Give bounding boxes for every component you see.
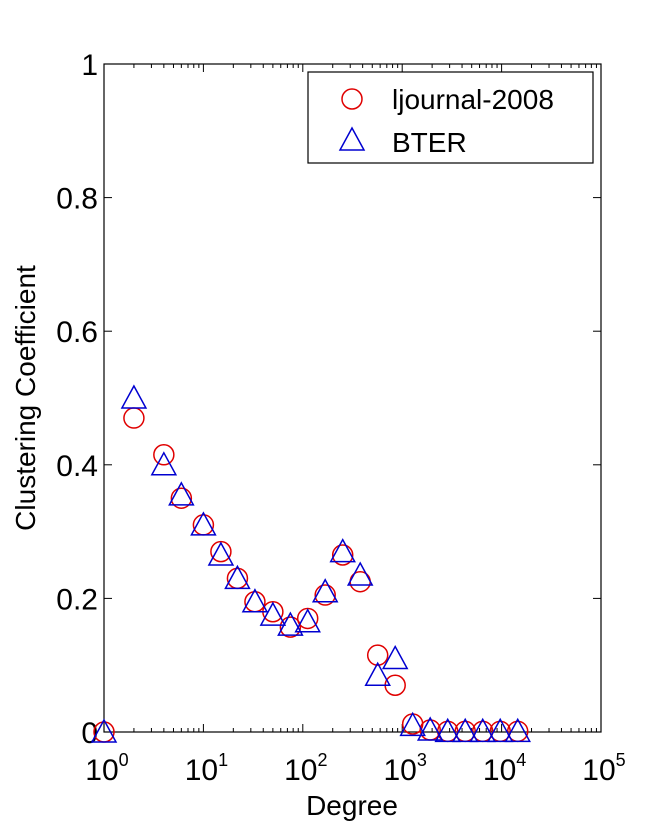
data-point-2 — [381, 644, 409, 670]
data-point-2 — [120, 384, 148, 409]
y-tick-label: 0 — [81, 717, 98, 750]
data-point-1 — [153, 444, 175, 466]
data-point-1 — [331, 544, 354, 566]
data-point-2 — [434, 717, 461, 743]
plot-area — [103, 63, 602, 733]
data-point-2 — [346, 561, 374, 586]
y-tick-label: 1 — [81, 49, 98, 82]
data-point-2 — [364, 661, 391, 686]
data-point-2 — [416, 716, 444, 741]
data-point-1 — [170, 487, 193, 509]
data-point-2 — [190, 511, 217, 536]
data-point-2 — [451, 717, 479, 743]
legend-marker-circle-icon — [341, 88, 363, 110]
x-tick-label: 101 — [185, 750, 228, 787]
data-point-2 — [311, 578, 339, 603]
data-point-1 — [279, 616, 302, 638]
data-point-2 — [241, 588, 269, 613]
data-point-2 — [399, 711, 426, 737]
data-point-2 — [294, 608, 321, 633]
data-point-2 — [469, 717, 496, 743]
data-point-2 — [207, 541, 235, 566]
data-point-2 — [90, 718, 118, 743]
legend-box — [307, 71, 594, 164]
data-point-2 — [504, 717, 531, 743]
data-point-2 — [486, 717, 514, 743]
x-tick-label: 100 — [85, 750, 128, 787]
x-tick-label: 104 — [483, 750, 526, 787]
data-point-1 — [314, 584, 336, 606]
legend-marker-triangle-icon — [338, 126, 366, 151]
legend: ljournal-2008 BTER — [307, 71, 594, 164]
y-axis-title: Clustering Coefficient — [10, 265, 41, 531]
data-point-2 — [150, 451, 178, 476]
y-tick-label: 0.2 — [56, 583, 98, 616]
y-tick-label: 0.6 — [56, 316, 98, 349]
data-points — [90, 384, 531, 743]
data-point-2 — [277, 611, 304, 636]
data-point-2 — [168, 481, 195, 506]
data-point-2 — [259, 601, 287, 626]
x-axis-title: Degree — [306, 790, 398, 821]
y-tick-label: 0.4 — [56, 450, 98, 483]
x-tick-label: 105 — [582, 750, 625, 787]
data-point-2 — [329, 538, 356, 563]
legend-label-series-1: ljournal-2008 — [392, 84, 554, 115]
legend-label-series-2: BTER — [392, 127, 467, 158]
data-point-2 — [224, 564, 251, 590]
x-tick-label: 103 — [384, 750, 427, 787]
y-tick-label: 0.8 — [56, 183, 98, 216]
data-point-1 — [366, 644, 389, 666]
x-tick-label: 102 — [284, 750, 327, 787]
